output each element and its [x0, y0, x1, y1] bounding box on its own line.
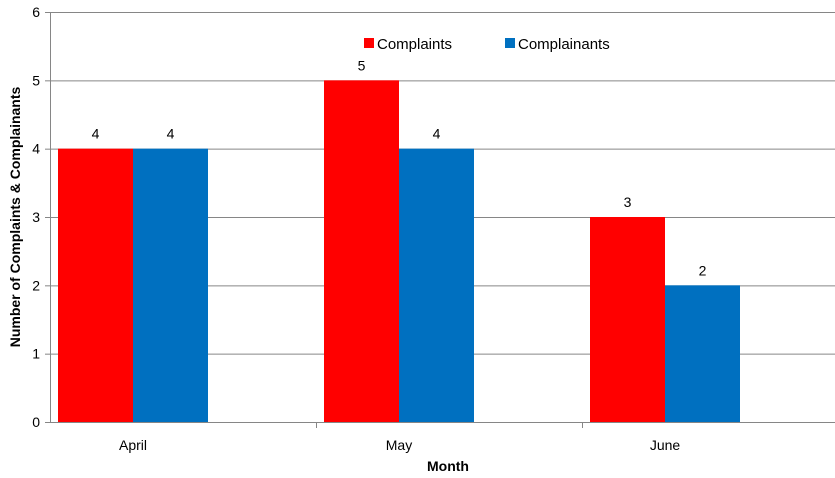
x-tick-labels: April May June: [119, 437, 680, 453]
bar-complaints-april: [58, 148, 133, 422]
data-label-complaints-june: 3: [624, 194, 632, 210]
bar-complainants-june: [665, 285, 740, 422]
x-tick-label-april: April: [119, 437, 147, 453]
data-label-complainants-june: 2: [699, 262, 707, 278]
bars: [58, 80, 740, 422]
y-tick-label-4: 4: [32, 141, 40, 157]
legend-label-complaints: Complaints: [377, 36, 452, 53]
legend: Complaints Complainants: [364, 36, 610, 53]
data-label-complainants-may: 4: [433, 126, 441, 142]
y-tick-label-2: 2: [32, 277, 40, 293]
x-tick-label-june: June: [650, 437, 681, 453]
legend-swatch-complainants: [505, 38, 515, 48]
data-label-complaints-april: 4: [92, 126, 100, 142]
axes: [45, 12, 835, 428]
legend-label-complainants: Complainants: [518, 36, 610, 53]
y-tick-label-3: 3: [32, 209, 40, 225]
data-label-complaints-may: 5: [358, 57, 366, 73]
x-axis-title: Month: [427, 458, 469, 474]
y-tick-labels: 0 1 2 3 4 5 6: [32, 4, 40, 430]
bar-complaints-june: [590, 217, 665, 422]
y-tick-label-5: 5: [32, 72, 40, 88]
y-tick-label-0: 0: [32, 414, 40, 430]
y-tick-label-1: 1: [32, 346, 40, 362]
x-tick-label-may: May: [386, 437, 412, 453]
bar-complainants-may: [399, 148, 474, 422]
bar-complainants-april: [133, 148, 208, 422]
y-axis-title: Number of Complaints & Complainants: [7, 87, 23, 348]
legend-swatch-complaints: [364, 38, 374, 48]
data-labels: 4 4 5 4 3 2: [92, 57, 707, 278]
y-tick-label-6: 6: [32, 4, 40, 20]
bar-complaints-may: [324, 80, 399, 422]
data-label-complainants-april: 4: [167, 126, 175, 142]
